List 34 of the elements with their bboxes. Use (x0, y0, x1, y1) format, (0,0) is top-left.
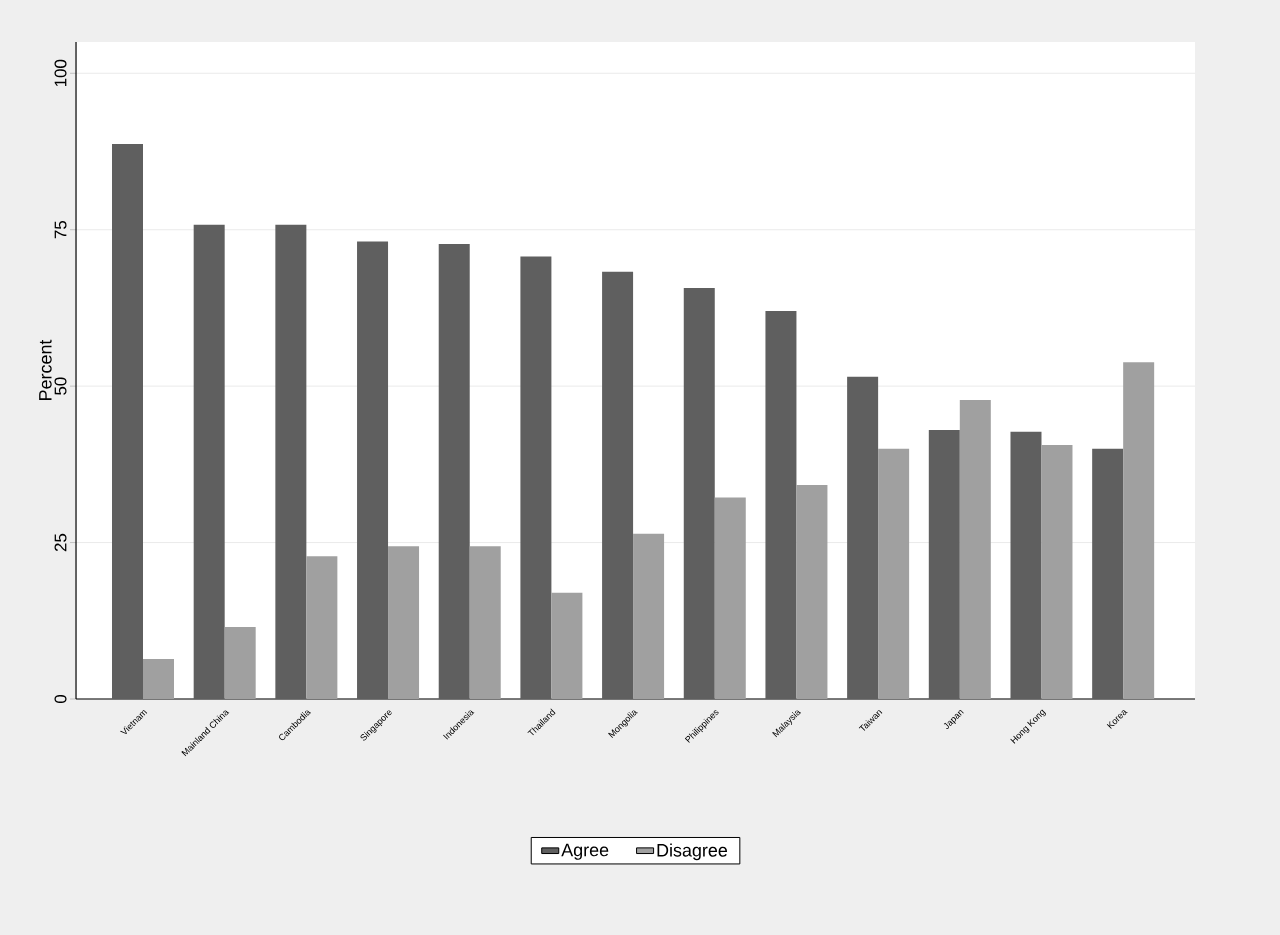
bar (275, 224, 307, 699)
bar (551, 592, 583, 699)
bar (520, 256, 552, 699)
legend-label: Agree (561, 843, 609, 860)
y-tick-label: 75 (54, 221, 67, 239)
y-tick-label: 50 (54, 377, 67, 395)
y-tick-label: 25 (54, 533, 67, 552)
y-axis-title: Percent (39, 339, 52, 400)
bar (796, 485, 828, 699)
bar (224, 627, 256, 699)
bar (878, 448, 910, 699)
bar (959, 399, 991, 699)
bar (1010, 431, 1042, 699)
bar (112, 143, 143, 699)
bar (765, 311, 797, 699)
bar (469, 546, 501, 699)
bar (388, 546, 420, 699)
bar (1092, 448, 1124, 699)
bar (143, 658, 174, 699)
bar (633, 533, 665, 699)
y-tick-label: 0 (54, 694, 67, 704)
bar (438, 244, 470, 699)
bar (602, 271, 634, 699)
bar (714, 497, 746, 699)
bar (306, 556, 338, 699)
bar (357, 241, 389, 699)
bar (193, 224, 225, 699)
bar (928, 429, 960, 699)
legend-label: Disagree (657, 843, 728, 861)
bar (1041, 444, 1073, 699)
bar (683, 287, 715, 699)
y-tick-label: 100 (54, 59, 67, 87)
bar (847, 376, 879, 699)
bar (1123, 362, 1155, 699)
